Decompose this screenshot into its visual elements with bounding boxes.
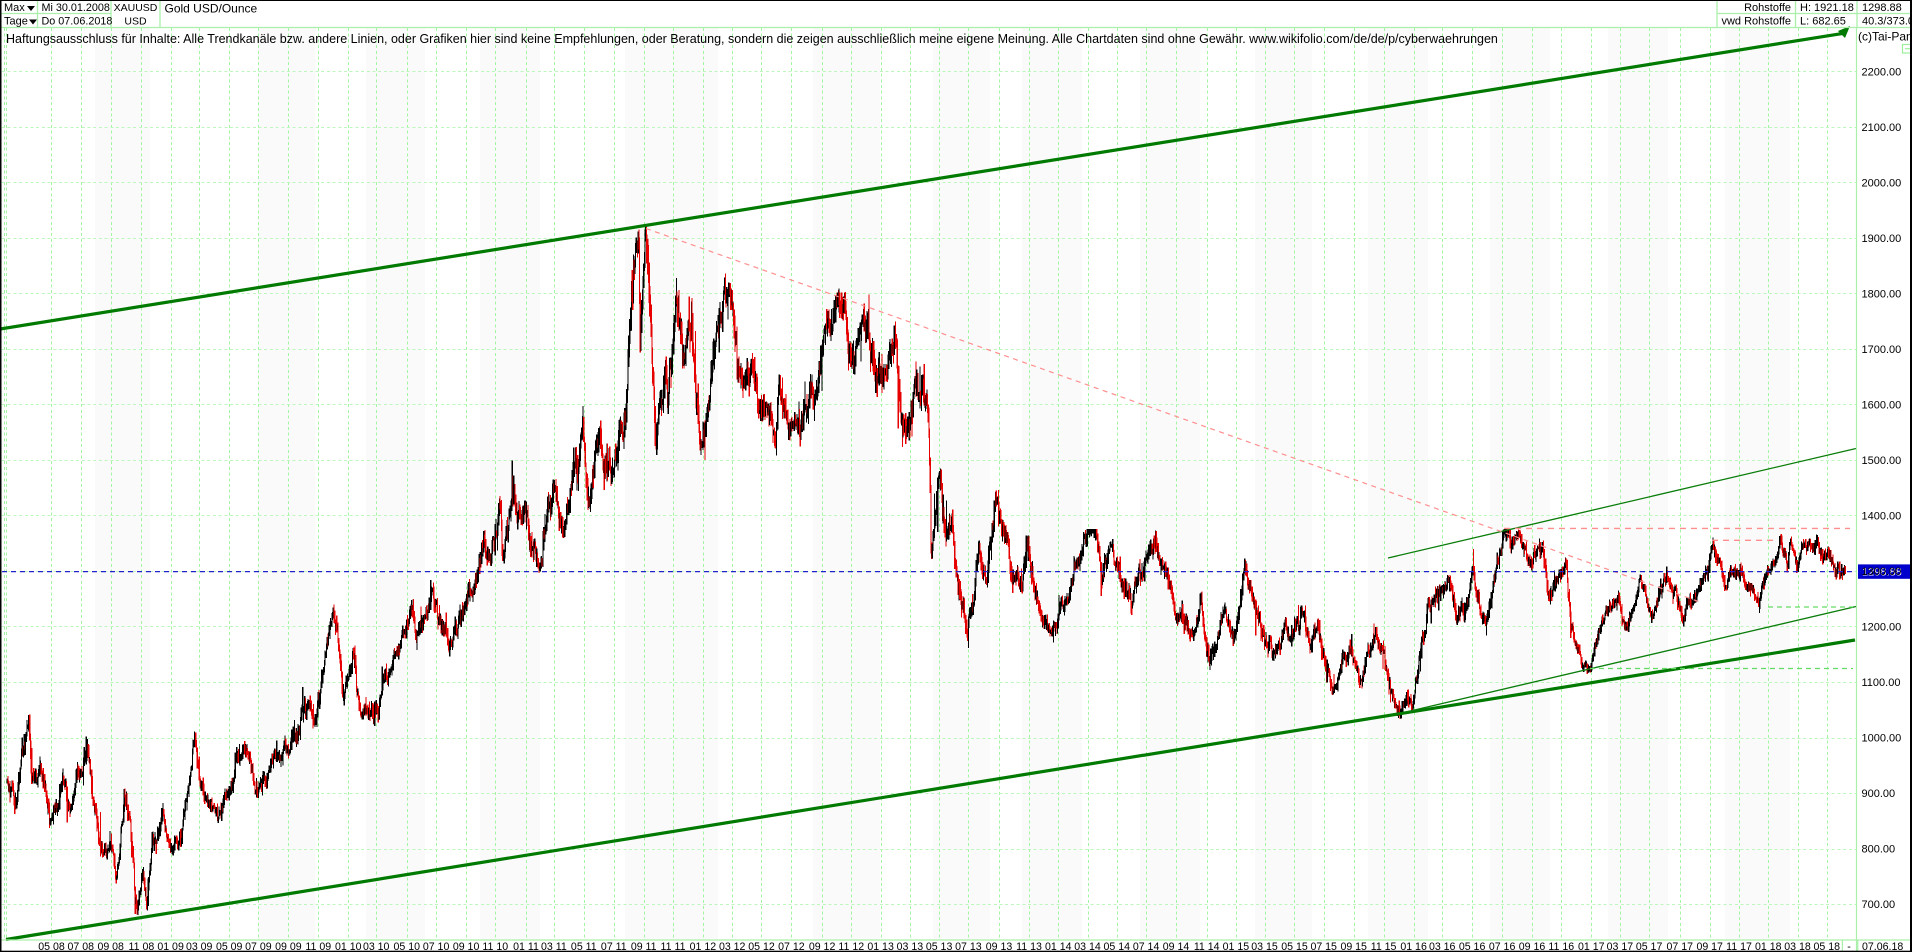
svg-text:11 10: 11 10: [482, 941, 508, 952]
svg-text:1500.00: 1500.00: [1862, 455, 1902, 467]
svg-text:07 08: 07 08: [68, 941, 95, 952]
svg-text:03 13: 03 13: [897, 941, 924, 952]
svg-text:01 14: 01 14: [1045, 941, 1072, 952]
svg-text:03 12: 03 12: [719, 941, 746, 952]
svg-text:03 18: 03 18: [1784, 941, 1811, 952]
svg-text:1600.00: 1600.00: [1862, 400, 1902, 412]
svg-text:vwd Rohstoffe: vwd Rohstoffe: [1721, 16, 1791, 28]
svg-text:700.00: 700.00: [1862, 899, 1896, 911]
svg-text:05 18: 05 18: [1814, 941, 1841, 952]
svg-text:05 14: 05 14: [1104, 941, 1131, 952]
svg-text:1800.00: 1800.00: [1862, 288, 1902, 300]
svg-text:1300.00: 1300.00: [1862, 566, 1902, 578]
svg-text:Tage: Tage: [4, 16, 28, 28]
svg-text:09 13: 09 13: [986, 941, 1013, 952]
svg-text:07 11: 07 11: [601, 941, 627, 952]
svg-text:1298.88: 1298.88: [1862, 2, 1902, 14]
svg-text:900.00: 900.00: [1862, 788, 1896, 800]
svg-text:07 17: 07 17: [1667, 941, 1694, 952]
svg-text:01 17: 01 17: [1578, 941, 1605, 952]
svg-text:Do 07.06.2018: Do 07.06.2018: [42, 16, 113, 28]
svg-text:05 09: 05 09: [216, 941, 243, 952]
svg-text:07 14: 07 14: [1133, 941, 1160, 952]
svg-text:800.00: 800.00: [1862, 844, 1896, 856]
svg-text:1400.00: 1400.00: [1862, 511, 1902, 523]
svg-text:(c)Tai-Pan: (c)Tai-Pan: [1858, 30, 1912, 44]
svg-text:01 18: 01 18: [1755, 941, 1782, 952]
svg-text:1100.00: 1100.00: [1862, 677, 1901, 689]
svg-text:2000.00: 2000.00: [1862, 177, 1902, 189]
svg-text:07 10: 07 10: [423, 941, 450, 952]
svg-text:-: -: [1847, 941, 1851, 952]
svg-text:03 09: 03 09: [186, 941, 213, 952]
svg-text:01 10: 01 10: [335, 941, 362, 952]
svg-text:07 12: 07 12: [778, 941, 805, 952]
svg-text:03 11: 03 11: [541, 941, 567, 952]
svg-text:2200.00: 2200.00: [1862, 66, 1902, 78]
svg-text:07.06.18: 07.06.18: [1862, 941, 1903, 952]
svg-text:1000.00: 1000.00: [1862, 733, 1902, 745]
svg-text:Haftungsausschluss für Inhalte: Haftungsausschluss für Inhalte: Alle Tre…: [6, 32, 1498, 46]
svg-text:07 15: 07 15: [1310, 941, 1337, 952]
svg-text:05 13: 05 13: [926, 941, 953, 952]
svg-text:09 17: 09 17: [1696, 941, 1723, 952]
svg-text:01 13: 01 13: [867, 941, 894, 952]
svg-text:01 15: 01 15: [1223, 941, 1250, 952]
svg-text:11 17: 11 17: [1726, 941, 1752, 952]
svg-text:05 11: 05 11: [571, 941, 597, 952]
svg-text:03 14: 03 14: [1074, 941, 1101, 952]
svg-text:09 10: 09 10: [453, 941, 480, 952]
svg-text:09 12: 09 12: [809, 941, 836, 952]
svg-text:05 12: 05 12: [748, 941, 775, 952]
svg-text:40.3/373.06: 40.3/373.06: [1862, 16, 1912, 28]
svg-text:05 15: 05 15: [1281, 941, 1308, 952]
svg-text:L: 682.65: L: 682.65: [1800, 16, 1846, 28]
svg-text:Mi 30.01.2008: Mi 30.01.2008: [42, 2, 110, 14]
svg-text:03 10: 03 10: [363, 941, 390, 952]
svg-text:07 13: 07 13: [955, 941, 982, 952]
svg-text:09 11: 09 11: [631, 941, 657, 952]
svg-text:11 15: 11 15: [1371, 941, 1397, 952]
svg-text:Max: Max: [4, 2, 25, 14]
svg-text:01 16: 01 16: [1400, 941, 1427, 952]
svg-text:01 11: 01 11: [513, 941, 539, 952]
svg-text:XAUUSD: XAUUSD: [114, 2, 158, 14]
svg-text:1200.00: 1200.00: [1862, 622, 1902, 634]
svg-text:05 08: 05 08: [38, 941, 65, 952]
svg-text:01 12: 01 12: [690, 941, 717, 952]
svg-text:1900.00: 1900.00: [1862, 233, 1902, 245]
svg-text:09 09: 09 09: [275, 941, 302, 952]
svg-text:09 16: 09 16: [1519, 941, 1546, 952]
svg-text:11 14: 11 14: [1194, 941, 1220, 952]
svg-text:05 16: 05 16: [1459, 941, 1486, 952]
svg-text:1700.00: 1700.00: [1862, 344, 1902, 356]
svg-text:11 13: 11 13: [1016, 941, 1042, 952]
svg-text:11 09: 11 09: [305, 941, 331, 952]
svg-text:H: 1921.18: H: 1921.18: [1800, 2, 1854, 14]
svg-text:09 08: 09 08: [97, 941, 124, 952]
svg-text:2100.00: 2100.00: [1862, 122, 1902, 134]
svg-text:05 17: 05 17: [1636, 941, 1663, 952]
svg-text:Gold USD/Ounce: Gold USD/Ounce: [165, 2, 258, 16]
svg-text:11 08: 11 08: [129, 941, 155, 952]
svg-text:11 12: 11 12: [838, 941, 864, 952]
svg-text:05 10: 05 10: [394, 941, 421, 952]
svg-text:11 16: 11 16: [1548, 941, 1574, 952]
svg-text:03 15: 03 15: [1251, 941, 1278, 952]
svg-text:01 09: 01 09: [157, 941, 184, 952]
svg-text:07 09: 07 09: [245, 941, 272, 952]
svg-text:USD: USD: [124, 16, 147, 28]
svg-text:03 16: 03 16: [1429, 941, 1456, 952]
svg-text:03 17: 03 17: [1607, 941, 1634, 952]
svg-text:09 15: 09 15: [1340, 941, 1367, 952]
svg-text:1298.88: 1298.88: [1862, 567, 1902, 579]
svg-text:Rohstoffe: Rohstoffe: [1744, 2, 1791, 14]
svg-text:09 14: 09 14: [1163, 941, 1190, 952]
svg-text:07 16: 07 16: [1489, 941, 1516, 952]
svg-text:11 11: 11 11: [661, 941, 686, 952]
